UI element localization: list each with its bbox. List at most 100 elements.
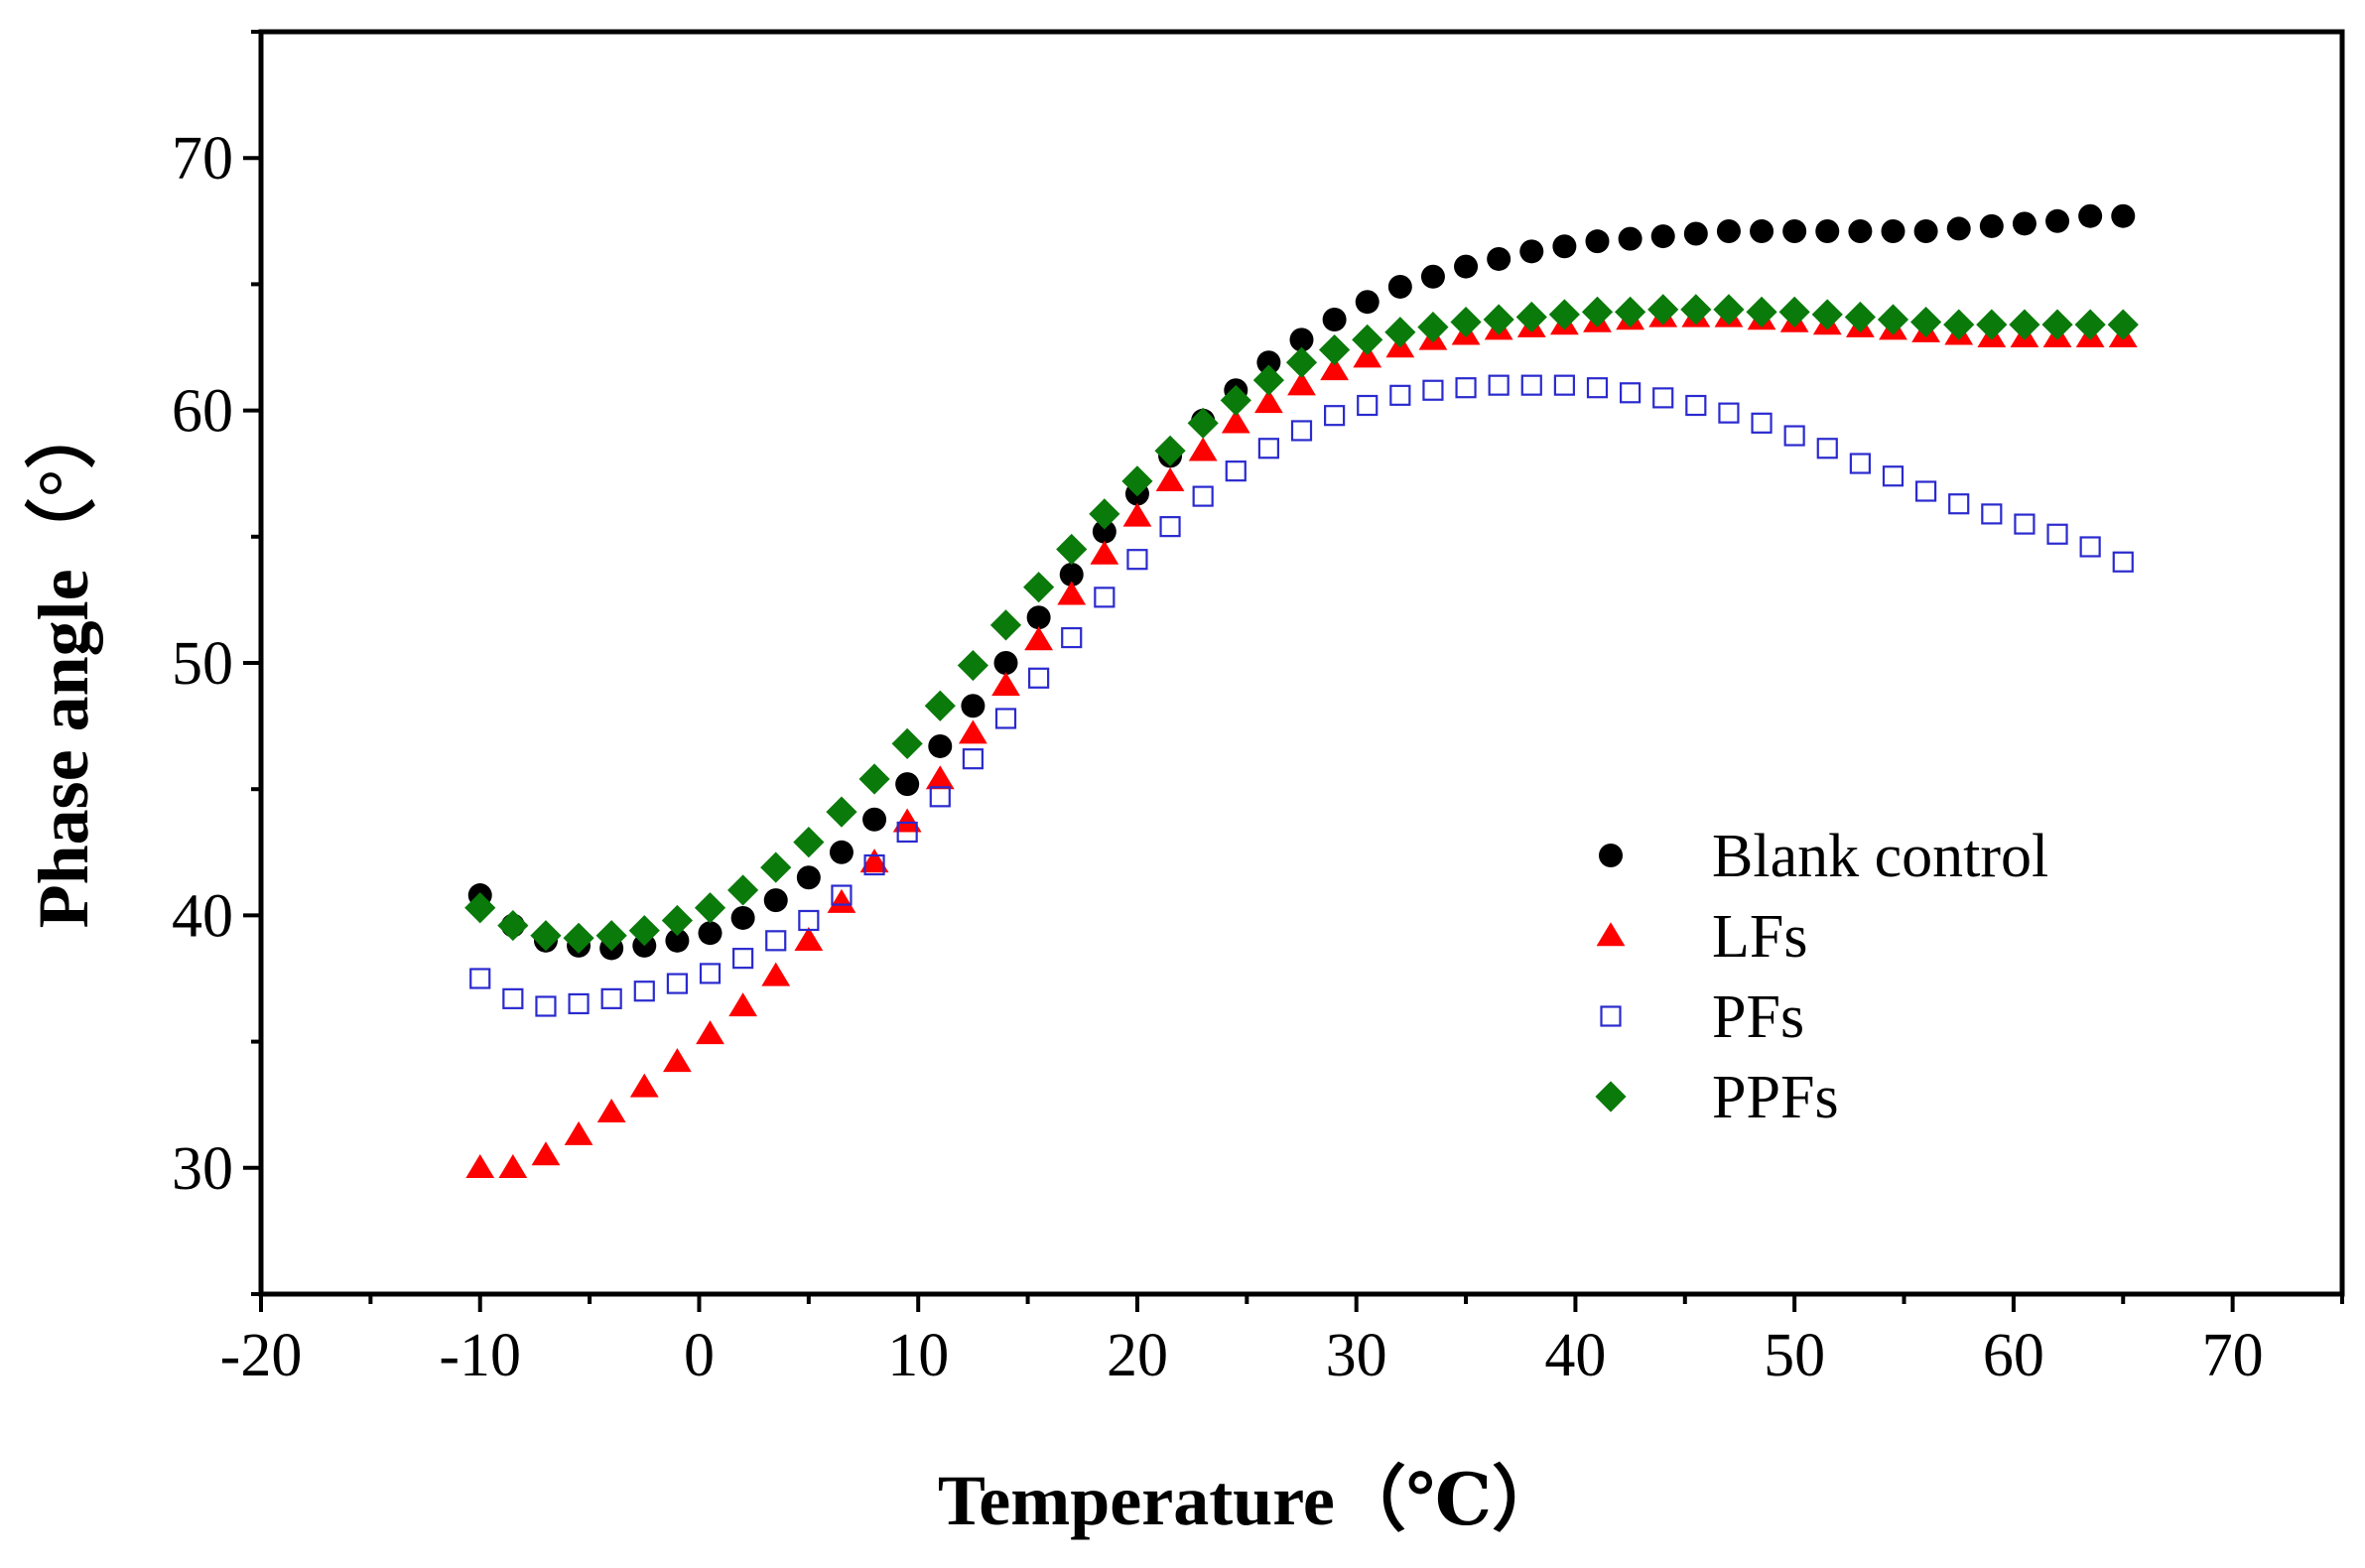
data-point-lfs: [1221, 409, 1250, 434]
data-point-blank-control: [862, 807, 887, 832]
data-point-blank-control: [2045, 208, 2070, 233]
data-point-ppfs: [1023, 572, 1055, 603]
data-point-pfs: [1488, 374, 1510, 396]
data-point-lfs: [1024, 626, 1054, 651]
data-point-ppfs: [1910, 306, 1942, 338]
legend-marker-pfs: [1600, 1005, 1622, 1027]
x-tick-label: 40: [1544, 1322, 1606, 1389]
data-point-pfs: [765, 930, 787, 952]
data-point-blank-control: [1289, 327, 1314, 352]
data-markers: [464, 203, 2139, 1178]
data-point-pfs: [666, 973, 689, 994]
data-point-blank-control: [1256, 350, 1281, 375]
data-point-blank-control: [1881, 218, 1905, 243]
data-point-blank-control: [1519, 239, 1544, 264]
data-point-ppfs: [2041, 309, 2073, 340]
data-point-pfs: [568, 992, 590, 1015]
data-point-lfs: [761, 962, 791, 986]
data-point-pfs: [863, 853, 885, 876]
data-point-ppfs: [1154, 435, 1186, 466]
data-point-pfs: [1751, 412, 1773, 434]
data-point-lfs: [696, 1020, 724, 1045]
data-point-blank-control: [1848, 218, 1873, 243]
data-point-ppfs: [858, 763, 890, 795]
data-point-blank-control: [1716, 218, 1741, 243]
data-point-blank-control: [1059, 562, 1084, 587]
data-point-lfs: [794, 927, 824, 952]
data-point-blank-control: [1420, 264, 1445, 289]
legend-label-pfs: PFs: [1712, 983, 1804, 1051]
data-point-lfs: [728, 992, 758, 1017]
x-tick-label: 60: [1983, 1322, 2044, 1389]
data-point-ppfs: [2009, 309, 2040, 340]
y-tick-label: 60: [172, 378, 233, 446]
data-point-pfs: [1257, 438, 1279, 459]
data-point-blank-control: [2111, 203, 2136, 228]
data-point-pfs: [1028, 667, 1050, 689]
data-point-ppfs: [1417, 312, 1449, 343]
data-point-lfs: [498, 1154, 528, 1178]
legend-label-lfs: LFs: [1712, 903, 1807, 971]
data-point-lfs: [1253, 389, 1283, 414]
data-point-pfs: [2046, 523, 2068, 545]
data-point-pfs: [1061, 626, 1083, 649]
data-point-blank-control: [1913, 218, 1938, 243]
axis-ticks: [243, 30, 2344, 1312]
legend-marker-ppfs: [1595, 1081, 1627, 1112]
x-tick-label: 30: [1326, 1322, 1387, 1389]
data-point-pfs: [1914, 480, 1937, 502]
data-point-lfs: [465, 1154, 495, 1178]
data-point-lfs: [958, 719, 987, 744]
data-point-blank-control: [1092, 519, 1117, 544]
data-point-pfs: [1192, 485, 1214, 507]
data-point-blank-control: [1454, 254, 1479, 279]
data-point-lfs: [1155, 467, 1185, 492]
data-point-lfs: [1188, 437, 1218, 461]
data-point-ppfs: [464, 892, 496, 924]
data-point-ppfs: [2107, 309, 2139, 340]
data-point-ppfs: [1548, 299, 1580, 330]
data-point-ppfs: [1483, 304, 1514, 335]
data-point-ppfs: [1285, 346, 1318, 378]
data-point-blank-control: [1750, 218, 1774, 243]
data-point-ppfs: [1647, 294, 1679, 326]
data-point-blank-control: [1979, 213, 2004, 238]
data-point-ppfs: [957, 649, 988, 682]
data-point-ppfs: [760, 851, 792, 883]
data-point-ppfs: [1352, 324, 1383, 355]
data-point-lfs: [1057, 581, 1087, 605]
data-point-pfs: [1553, 374, 1575, 396]
data-point-ppfs: [989, 609, 1022, 641]
data-point-pfs: [1126, 549, 1148, 571]
data-point-ppfs: [1976, 309, 2008, 340]
data-point-pfs: [929, 786, 951, 808]
data-point-ppfs: [1581, 296, 1614, 327]
data-point-ppfs: [1121, 465, 1153, 497]
x-tick-label: 0: [684, 1322, 715, 1389]
data-point-blank-control: [895, 772, 920, 797]
data-point-pfs: [1849, 453, 1871, 474]
data-point-ppfs: [497, 909, 529, 942]
data-point-blank-control: [1683, 221, 1708, 246]
x-tick-label: 70: [2202, 1322, 2264, 1389]
data-point-ppfs: [1220, 384, 1251, 417]
data-point-lfs: [1320, 356, 1350, 381]
data-point-ppfs: [1811, 299, 1843, 330]
data-point-pfs: [1520, 374, 1542, 396]
data-point-blank-control: [1552, 234, 1577, 259]
data-point-blank-control: [698, 921, 723, 946]
data-point-pfs: [1948, 493, 1970, 515]
data-point-lfs: [892, 808, 922, 833]
data-point-blank-control: [1387, 274, 1412, 299]
data-point-blank-control: [1585, 229, 1610, 254]
data-point-blank-control: [730, 905, 755, 930]
x-tick-label: 20: [1107, 1322, 1168, 1389]
x-axis-title: Temperature（℃）: [938, 1461, 1563, 1540]
data-point-ppfs: [628, 915, 660, 947]
legend-label-blank-control: Blank control: [1712, 823, 2048, 890]
data-point-ppfs: [563, 922, 594, 954]
data-point-ppfs: [1746, 296, 1777, 327]
data-point-ppfs: [1713, 294, 1745, 326]
data-point-ppfs: [924, 690, 956, 721]
